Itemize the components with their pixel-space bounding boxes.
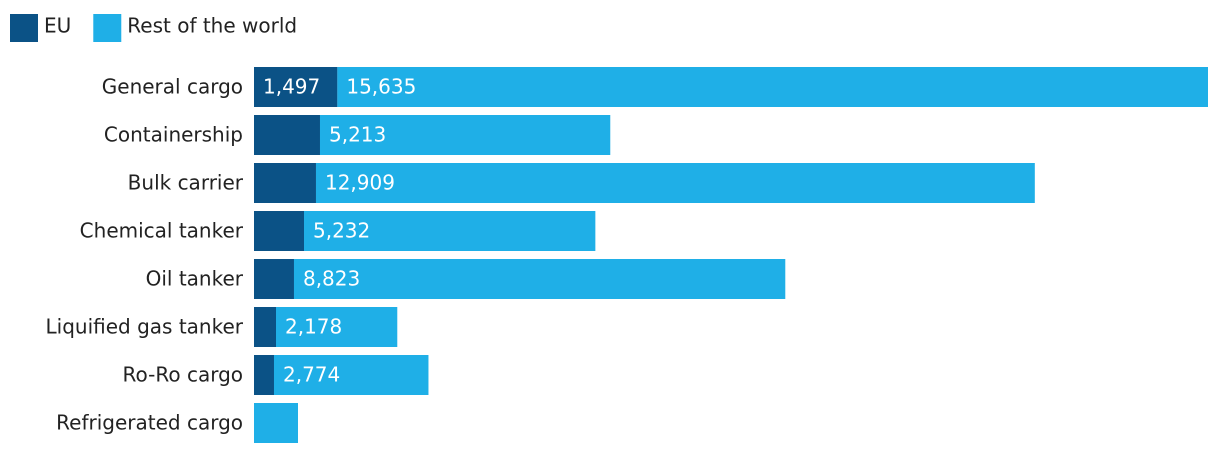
bar-segment (254, 307, 276, 347)
value-label: 1,497 (263, 75, 320, 99)
bar-segment (254, 115, 320, 155)
value-label: 15,635 (346, 75, 416, 99)
category-label: Chemical tanker (80, 219, 244, 243)
bar-segment (254, 211, 305, 251)
value-label: 5,232 (313, 219, 370, 243)
bar-segment (254, 403, 298, 443)
category-label: Refrigerated cargo (56, 411, 243, 435)
legend-label: Rest of the world (127, 14, 297, 38)
legend-label: EU (44, 14, 71, 38)
bar-segment (319, 115, 611, 155)
value-label: 8,823 (303, 267, 360, 291)
category-label: Liquified gas tanker (46, 315, 244, 339)
bar-segment (275, 307, 398, 347)
bar-segment (304, 211, 596, 251)
legend-swatch (10, 14, 38, 42)
legend-swatch (93, 14, 122, 42)
category-label: Containership (104, 123, 243, 147)
category-label: General cargo (102, 75, 243, 99)
value-label: 2,178 (285, 315, 342, 339)
bar-segment (254, 163, 316, 203)
value-label: 5,213 (329, 123, 386, 147)
bar-segment (254, 67, 338, 107)
bar-segment (254, 355, 274, 395)
bar-segment (337, 67, 1208, 107)
bar-segment (315, 163, 1035, 203)
value-label: 2,774 (283, 363, 340, 387)
category-label: Bulk carrier (128, 171, 244, 195)
bar-segment (254, 259, 294, 299)
category-label: Oil tanker (146, 267, 244, 291)
bar-segment (293, 259, 786, 299)
value-label: 12,909 (325, 171, 395, 195)
bar-segment (273, 355, 429, 395)
category-label: Ro-Ro cargo (123, 363, 243, 387)
